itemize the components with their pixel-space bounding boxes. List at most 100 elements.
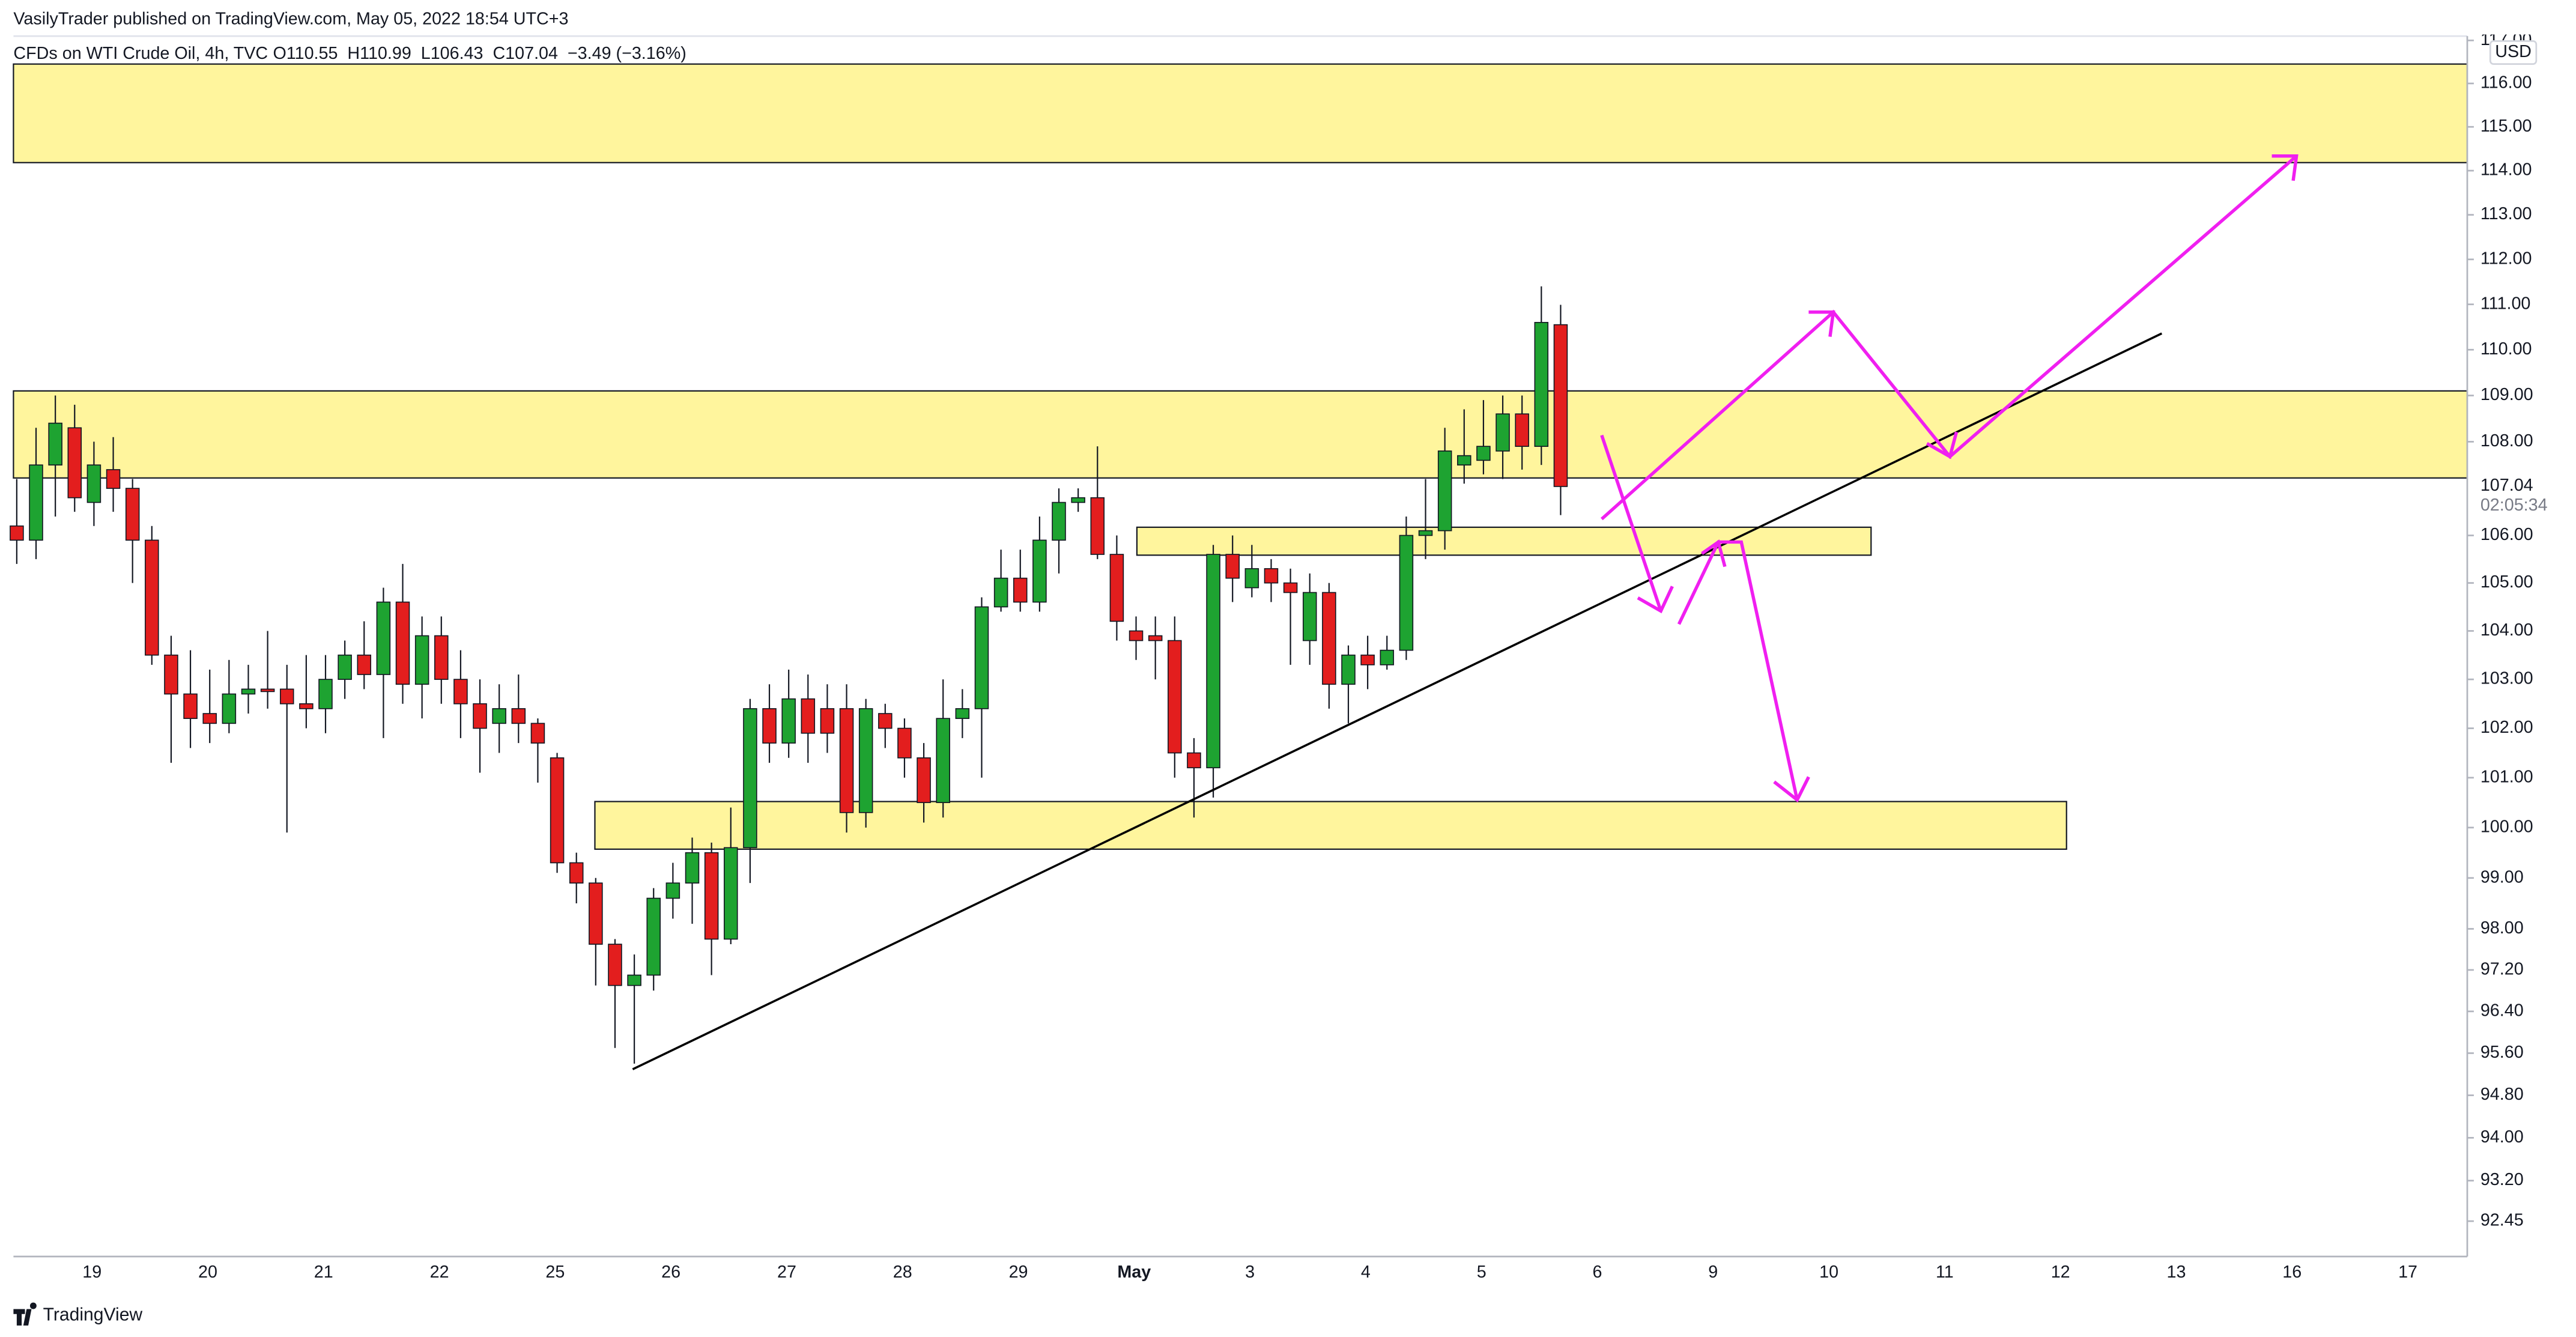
publisher-line: VasilyTrader published on TradingView.co… [13, 9, 568, 28]
symbol: CFDs on WTI Crude Oil, 4h, TVC [13, 44, 268, 63]
x-tick-label: 29 [1009, 1263, 1028, 1282]
candle-body [936, 718, 950, 804]
candle-body [1380, 649, 1395, 665]
candle-body [801, 698, 816, 734]
candle-body [202, 713, 217, 724]
candle-body [67, 427, 82, 499]
candle-body [106, 469, 121, 489]
candle-body [1437, 450, 1452, 532]
arrow-head [1926, 431, 1959, 459]
y-tick-label: 95.60 [2481, 1043, 2524, 1062]
drawings [13, 63, 2468, 850]
candle-body [376, 601, 391, 675]
x-tick-label: 5 [1477, 1263, 1487, 1282]
y-tick-label: 92.45 [2481, 1211, 2524, 1230]
candle-body [917, 757, 931, 804]
candle-body [1129, 630, 1144, 641]
arrow-path [1600, 154, 2298, 521]
candle-body [164, 654, 178, 695]
candle-body [897, 727, 912, 759]
zone [13, 390, 2468, 479]
candle-body [279, 688, 294, 705]
candle-body [1322, 592, 1336, 685]
candle-body [589, 882, 603, 945]
candle-body [820, 708, 835, 734]
candle-body [492, 708, 506, 724]
candle-body [1553, 324, 1568, 487]
candle-body [318, 679, 333, 709]
candle-body [762, 708, 777, 744]
candle-body [86, 464, 102, 503]
candle-body [241, 688, 256, 695]
y-tick-label: 103.00 [2481, 669, 2533, 688]
candle-body [550, 757, 565, 864]
candle-body [704, 852, 719, 940]
x-tick-label: 9 [1708, 1263, 1718, 1282]
x-tick-label: 16 [2282, 1263, 2302, 1282]
candle-body [414, 635, 429, 685]
candle-body [1206, 554, 1220, 769]
trend-line [632, 332, 2163, 1070]
candle-body [1341, 654, 1356, 685]
y-tick-label: 109.00 [2481, 385, 2533, 404]
y-tick-label: 94.00 [2481, 1127, 2524, 1147]
y-tick-label: 99.00 [2481, 867, 2524, 887]
candle-body [1071, 497, 1085, 503]
candle-body [724, 847, 738, 940]
candle-body [183, 693, 198, 720]
x-tick-label: 3 [1245, 1263, 1255, 1282]
y-tick-label: 96.40 [2481, 1001, 2524, 1020]
y-tick-label: 93.20 [2481, 1170, 2524, 1189]
candle-body [974, 606, 989, 709]
x-tick-label: 19 [82, 1263, 102, 1282]
currency-box [2489, 40, 2538, 65]
candles [10, 286, 1568, 1064]
price-axis: 117.00116.00115.00114.00113.00112.00111.… [2467, 30, 2533, 1230]
x-tick-label: 27 [777, 1263, 796, 1282]
x-tick-label: 28 [893, 1263, 912, 1282]
candle-body [1399, 535, 1414, 651]
countdown: 02:05:34 [2481, 496, 2548, 515]
candle-body [1476, 446, 1491, 461]
arrow-head [2271, 154, 2299, 181]
candle-body [1283, 582, 1298, 593]
y-tick-label: 111.00 [2481, 294, 2531, 313]
arrow-head [1773, 776, 1810, 802]
candle-body [1302, 592, 1317, 641]
y-tick-label: 115.00 [2481, 117, 2532, 136]
candle-body [1418, 530, 1433, 536]
y-tick-label: 97.20 [2481, 959, 2524, 978]
candle-body [627, 974, 641, 986]
x-tick-label: 20 [198, 1263, 217, 1282]
projection-arrows [1600, 154, 2299, 802]
candle-body [222, 693, 237, 724]
candle-body [1244, 568, 1259, 589]
candle-body [646, 897, 661, 976]
x-tick-label: 21 [314, 1263, 333, 1282]
y-tick-label: 101.00 [2481, 767, 2533, 786]
x-tick-label: 13 [2166, 1263, 2186, 1282]
candle-body [743, 708, 757, 849]
x-tick-label: 22 [430, 1263, 449, 1282]
candle-body [839, 708, 854, 813]
last-price-box [2468, 474, 2554, 518]
candle-body [1090, 497, 1105, 555]
currency: USD [2495, 42, 2532, 61]
brand-name: TradingView [43, 1305, 143, 1324]
candle-body [125, 488, 140, 541]
candle-body [1168, 640, 1182, 754]
candle-body [473, 703, 487, 729]
candle-body [1225, 554, 1240, 579]
y-tick-label: 105.00 [2481, 572, 2533, 592]
candle-body [665, 882, 680, 899]
arrow-path [1677, 540, 1799, 801]
y-tick-label: 114.00 [2481, 160, 2532, 180]
y-tick-label: 102.00 [2481, 718, 2533, 737]
candle-body [1534, 322, 1549, 447]
price-axis-bg [2467, 0, 2576, 1337]
zone [13, 63, 2468, 163]
y-tick-label: 112.00 [2481, 249, 2532, 268]
candle-body [1457, 455, 1471, 465]
candle-body [1515, 413, 1529, 447]
